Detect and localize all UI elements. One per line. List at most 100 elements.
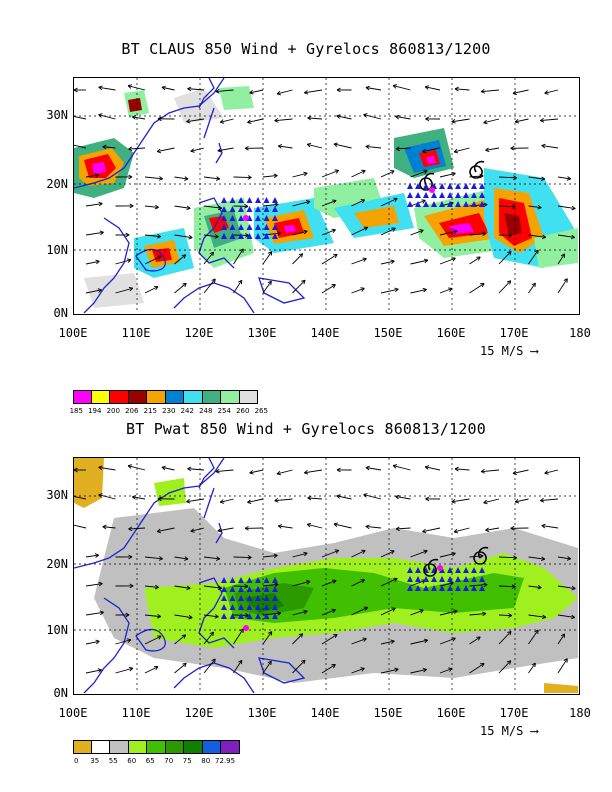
wind-arrow-head — [390, 259, 395, 262]
wind-arrow — [85, 203, 103, 207]
wind-arrow — [351, 638, 367, 645]
wind-arrow-head — [245, 233, 249, 236]
colorbar-swatch — [147, 390, 166, 404]
wind-arrow — [544, 469, 559, 474]
wind-arrow — [262, 280, 272, 294]
wind-arrow-head — [247, 177, 252, 180]
grid — [74, 78, 578, 313]
wind-arrow-head — [335, 170, 340, 174]
wind-arrow-head — [360, 667, 365, 669]
triangle-marker-icon — [423, 201, 429, 207]
wind-arrow-head — [453, 148, 458, 153]
bottom-colorbar-labels: 0 35 55 60 65 70 75 80 72.95 — [67, 757, 235, 765]
arrow-icon: ⟶ — [530, 344, 538, 358]
wind-arrow-head — [305, 200, 311, 202]
wind-arrow-head — [510, 525, 515, 529]
wind-arrow-head — [98, 203, 103, 207]
triangle-marker-icon — [238, 586, 244, 592]
top-y-label-20n: 20N — [46, 177, 68, 191]
wind-arrow-head — [336, 114, 341, 117]
wind-arrow — [85, 231, 104, 236]
wind-arrow-head — [567, 176, 572, 180]
triangle-marker-icon — [455, 585, 461, 591]
wind-arrow-head — [512, 177, 517, 180]
wind-arrow — [351, 579, 365, 587]
wind-arrow-head — [98, 289, 102, 293]
wind-arrow-head — [190, 528, 194, 532]
wind-arrow-head — [267, 280, 272, 284]
wind-arrow-head — [483, 122, 488, 125]
triangle-marker-icon — [439, 201, 445, 207]
wind-arrow — [483, 118, 500, 124]
wind-arrow-head — [128, 556, 133, 560]
wind-arrow — [233, 176, 252, 178]
wind-arrow — [333, 143, 352, 149]
wind-arrow-head — [212, 632, 214, 637]
wind-arrow-head — [186, 205, 191, 209]
wind-arrow-head — [188, 234, 193, 239]
triangle-marker-icon — [255, 215, 261, 221]
triangle-marker-icon — [447, 585, 453, 591]
triangle-marker-icon — [463, 585, 469, 591]
wind-arrow — [203, 556, 220, 560]
colorbar-swatch — [73, 740, 92, 754]
wind-arrow — [157, 147, 175, 153]
wind-arrow-head — [99, 610, 104, 613]
wind-arrow-head — [244, 527, 249, 531]
triangle-marker-icon — [246, 586, 253, 592]
wind-arrow — [557, 585, 576, 590]
wind-arrow-head — [422, 667, 427, 670]
wind-arrow-head — [540, 117, 544, 121]
gyre-center-marker — [243, 215, 249, 221]
wind-arrow-head — [98, 466, 103, 471]
wind-arrow-head — [544, 90, 548, 94]
wind-arrow-head — [127, 465, 132, 469]
wind-arrow — [540, 498, 559, 502]
top-x-label-160e: 160E — [436, 326, 466, 340]
wind-arrow-head — [364, 607, 369, 611]
wind-arrow-head — [128, 666, 133, 669]
wind-arrow-head — [247, 175, 252, 178]
triangle-marker-icon — [255, 586, 261, 592]
wind-arrow-head — [365, 526, 370, 530]
wind-arrow-head — [304, 92, 309, 95]
wind-arrow-head — [540, 178, 546, 182]
bottom-x-label-110e: 110E — [121, 706, 151, 720]
wind-arrow-head — [184, 178, 189, 181]
wind-arrow-head — [127, 259, 132, 263]
wind-arrow-head — [481, 663, 485, 668]
wind-arrow-head — [537, 207, 542, 210]
wind-arrow — [262, 174, 278, 178]
wind-arrow-head — [424, 86, 429, 90]
wind-arrow — [292, 659, 306, 674]
wind-arrow-head — [188, 614, 193, 619]
wind-arrow-head — [96, 260, 100, 265]
wind-arrow-head — [361, 288, 365, 292]
wind-arrow-head — [184, 283, 187, 288]
wind-arrow-head — [395, 146, 400, 150]
wind-arrow-head — [531, 662, 536, 666]
triangle-marker-icon — [479, 201, 485, 207]
wind-arrow-head — [451, 501, 456, 504]
wind-arrow-head — [156, 148, 161, 152]
wind-arrow — [292, 552, 308, 558]
wind-arrow-head — [155, 286, 159, 291]
wind-arrow — [174, 205, 191, 209]
wind-arrow-head — [448, 667, 453, 669]
wind-arrow-head — [454, 466, 459, 470]
wind-arrow — [410, 550, 428, 558]
wind-arrow — [469, 233, 486, 236]
wind-arrow-head — [128, 526, 133, 530]
wind-arrow — [380, 260, 395, 265]
triangle-marker-icon — [229, 224, 236, 230]
wind-arrow-head — [541, 525, 546, 529]
wind-arrow-head — [125, 612, 130, 616]
wind-arrow — [115, 639, 131, 645]
wind-arrow-head — [277, 612, 282, 616]
wind-arrow-head — [161, 85, 166, 88]
wind-arrow-head — [420, 229, 424, 234]
wind-arrow — [85, 640, 100, 645]
bottom-map-panel — [73, 457, 580, 695]
colorbar-label: 55 — [108, 757, 118, 765]
wind-arrow-head — [219, 119, 224, 123]
